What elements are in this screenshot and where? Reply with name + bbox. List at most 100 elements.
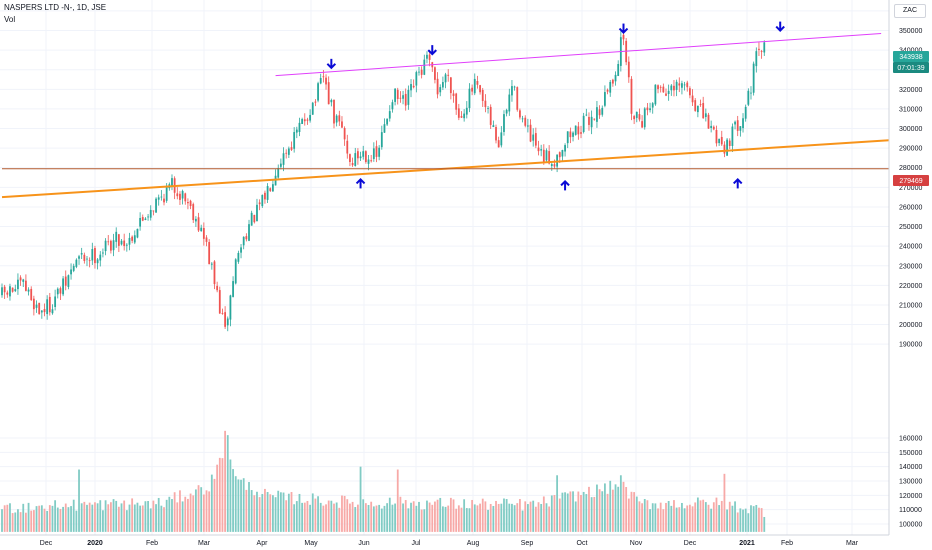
candle-body [638, 114, 641, 120]
candle-body [11, 287, 14, 292]
countdown-text: 07:01:39 [897, 65, 924, 72]
volume-bar [500, 503, 503, 532]
candle-body [62, 278, 64, 295]
price-tick-label: 320000 [899, 87, 922, 94]
volume-bar [285, 500, 288, 532]
volume-bar [155, 504, 157, 532]
volume-bar [266, 492, 269, 532]
volume-bar [495, 500, 497, 532]
candle-body [391, 102, 394, 110]
volume-bar [248, 482, 250, 532]
candle-body [210, 263, 213, 265]
candle-body [343, 128, 346, 140]
volume-bar [657, 508, 659, 532]
candle-body [155, 198, 157, 213]
volume-bar [94, 502, 96, 532]
candle-body [200, 227, 203, 232]
volume-bar [604, 483, 606, 532]
volume-bar [163, 507, 165, 532]
volume-bar [588, 486, 590, 532]
volume-bar [258, 497, 261, 532]
volume-indicator-label[interactable]: Vol [4, 15, 16, 24]
candle-body [558, 152, 561, 158]
candle-body [202, 227, 205, 239]
candle-body [165, 187, 168, 201]
price-axis[interactable]: 190000 200000 210000 220000 230000 240000 2500… [888, 0, 922, 535]
candle-body [492, 125, 495, 128]
volume-bar [375, 505, 378, 532]
candle-body [418, 71, 420, 73]
volume-bar [681, 502, 683, 532]
volume-bar [341, 495, 343, 532]
candle-body [728, 140, 731, 146]
volume-bar [147, 500, 149, 532]
volume-bar [452, 499, 455, 532]
volume-bar [250, 490, 253, 532]
candle-body [94, 248, 96, 264]
volume-bar [245, 489, 248, 532]
volume-bar [420, 509, 423, 532]
candle-body [72, 265, 75, 271]
candle-body [686, 82, 689, 88]
volume-bar [208, 491, 211, 532]
candle-body [357, 151, 359, 159]
volume-bar [444, 506, 447, 532]
volume-bar [742, 509, 744, 532]
candle-body [739, 126, 742, 131]
candle-body [341, 121, 343, 128]
candle-body [362, 151, 365, 157]
candle-body [723, 144, 726, 154]
symbol-title[interactable]: NASPERS LTD -N-, 1D, JSE [4, 3, 107, 12]
price-tick-label: 230000 [899, 263, 922, 270]
volume-bar [744, 508, 747, 532]
candle-body [59, 288, 62, 294]
candle-body [330, 100, 333, 103]
time-tick-label: May [304, 540, 318, 547]
volume-bar [338, 507, 341, 532]
candle-body [553, 164, 556, 167]
support-price-text: 279469 [899, 178, 922, 185]
volume-bar [723, 473, 726, 532]
arrow-down-marker [326, 58, 337, 70]
candle-body [564, 145, 566, 152]
volume-bar [86, 504, 88, 532]
candle-body [372, 148, 375, 159]
volume-bar [253, 495, 256, 532]
candle-body [261, 194, 264, 207]
volume-bar [755, 504, 758, 532]
candle-body [691, 95, 694, 103]
volume-bar [22, 503, 25, 532]
candle-body [569, 131, 572, 138]
candle-body [141, 217, 144, 221]
arrow-head [427, 49, 437, 56]
candle-body [64, 276, 67, 286]
candle-body [654, 84, 657, 105]
volume-tick-label: 140000 [899, 464, 922, 471]
volume-bar [519, 499, 521, 532]
candle-body [258, 202, 261, 205]
volume-bar [704, 502, 707, 532]
candle-body [277, 168, 280, 178]
candle-body [226, 318, 229, 326]
price-tick-label: 190000 [899, 342, 922, 349]
candle-body [434, 67, 436, 80]
volume-bar [141, 505, 144, 532]
candle-body [542, 149, 545, 163]
chart-grid [0, 0, 889, 535]
candle-body [394, 88, 396, 102]
candle-body [51, 309, 54, 314]
candle-body [683, 84, 686, 86]
currency-badge[interactable]: ZAC [894, 4, 926, 18]
candle-body [524, 117, 527, 126]
volume-bar [566, 493, 569, 532]
volume-bar [309, 504, 311, 532]
time-axis[interactable]: Dec 2020 Feb Mar Apr May Jun Jul Aug Sep Oct Nov Dec… [0, 534, 889, 547]
candle-body [272, 184, 274, 192]
candle-body [566, 131, 569, 144]
candle-body [521, 118, 524, 120]
volume-bar [139, 505, 142, 532]
candle-body [529, 124, 532, 142]
candle-body [715, 129, 718, 144]
volume-bar [752, 506, 755, 532]
